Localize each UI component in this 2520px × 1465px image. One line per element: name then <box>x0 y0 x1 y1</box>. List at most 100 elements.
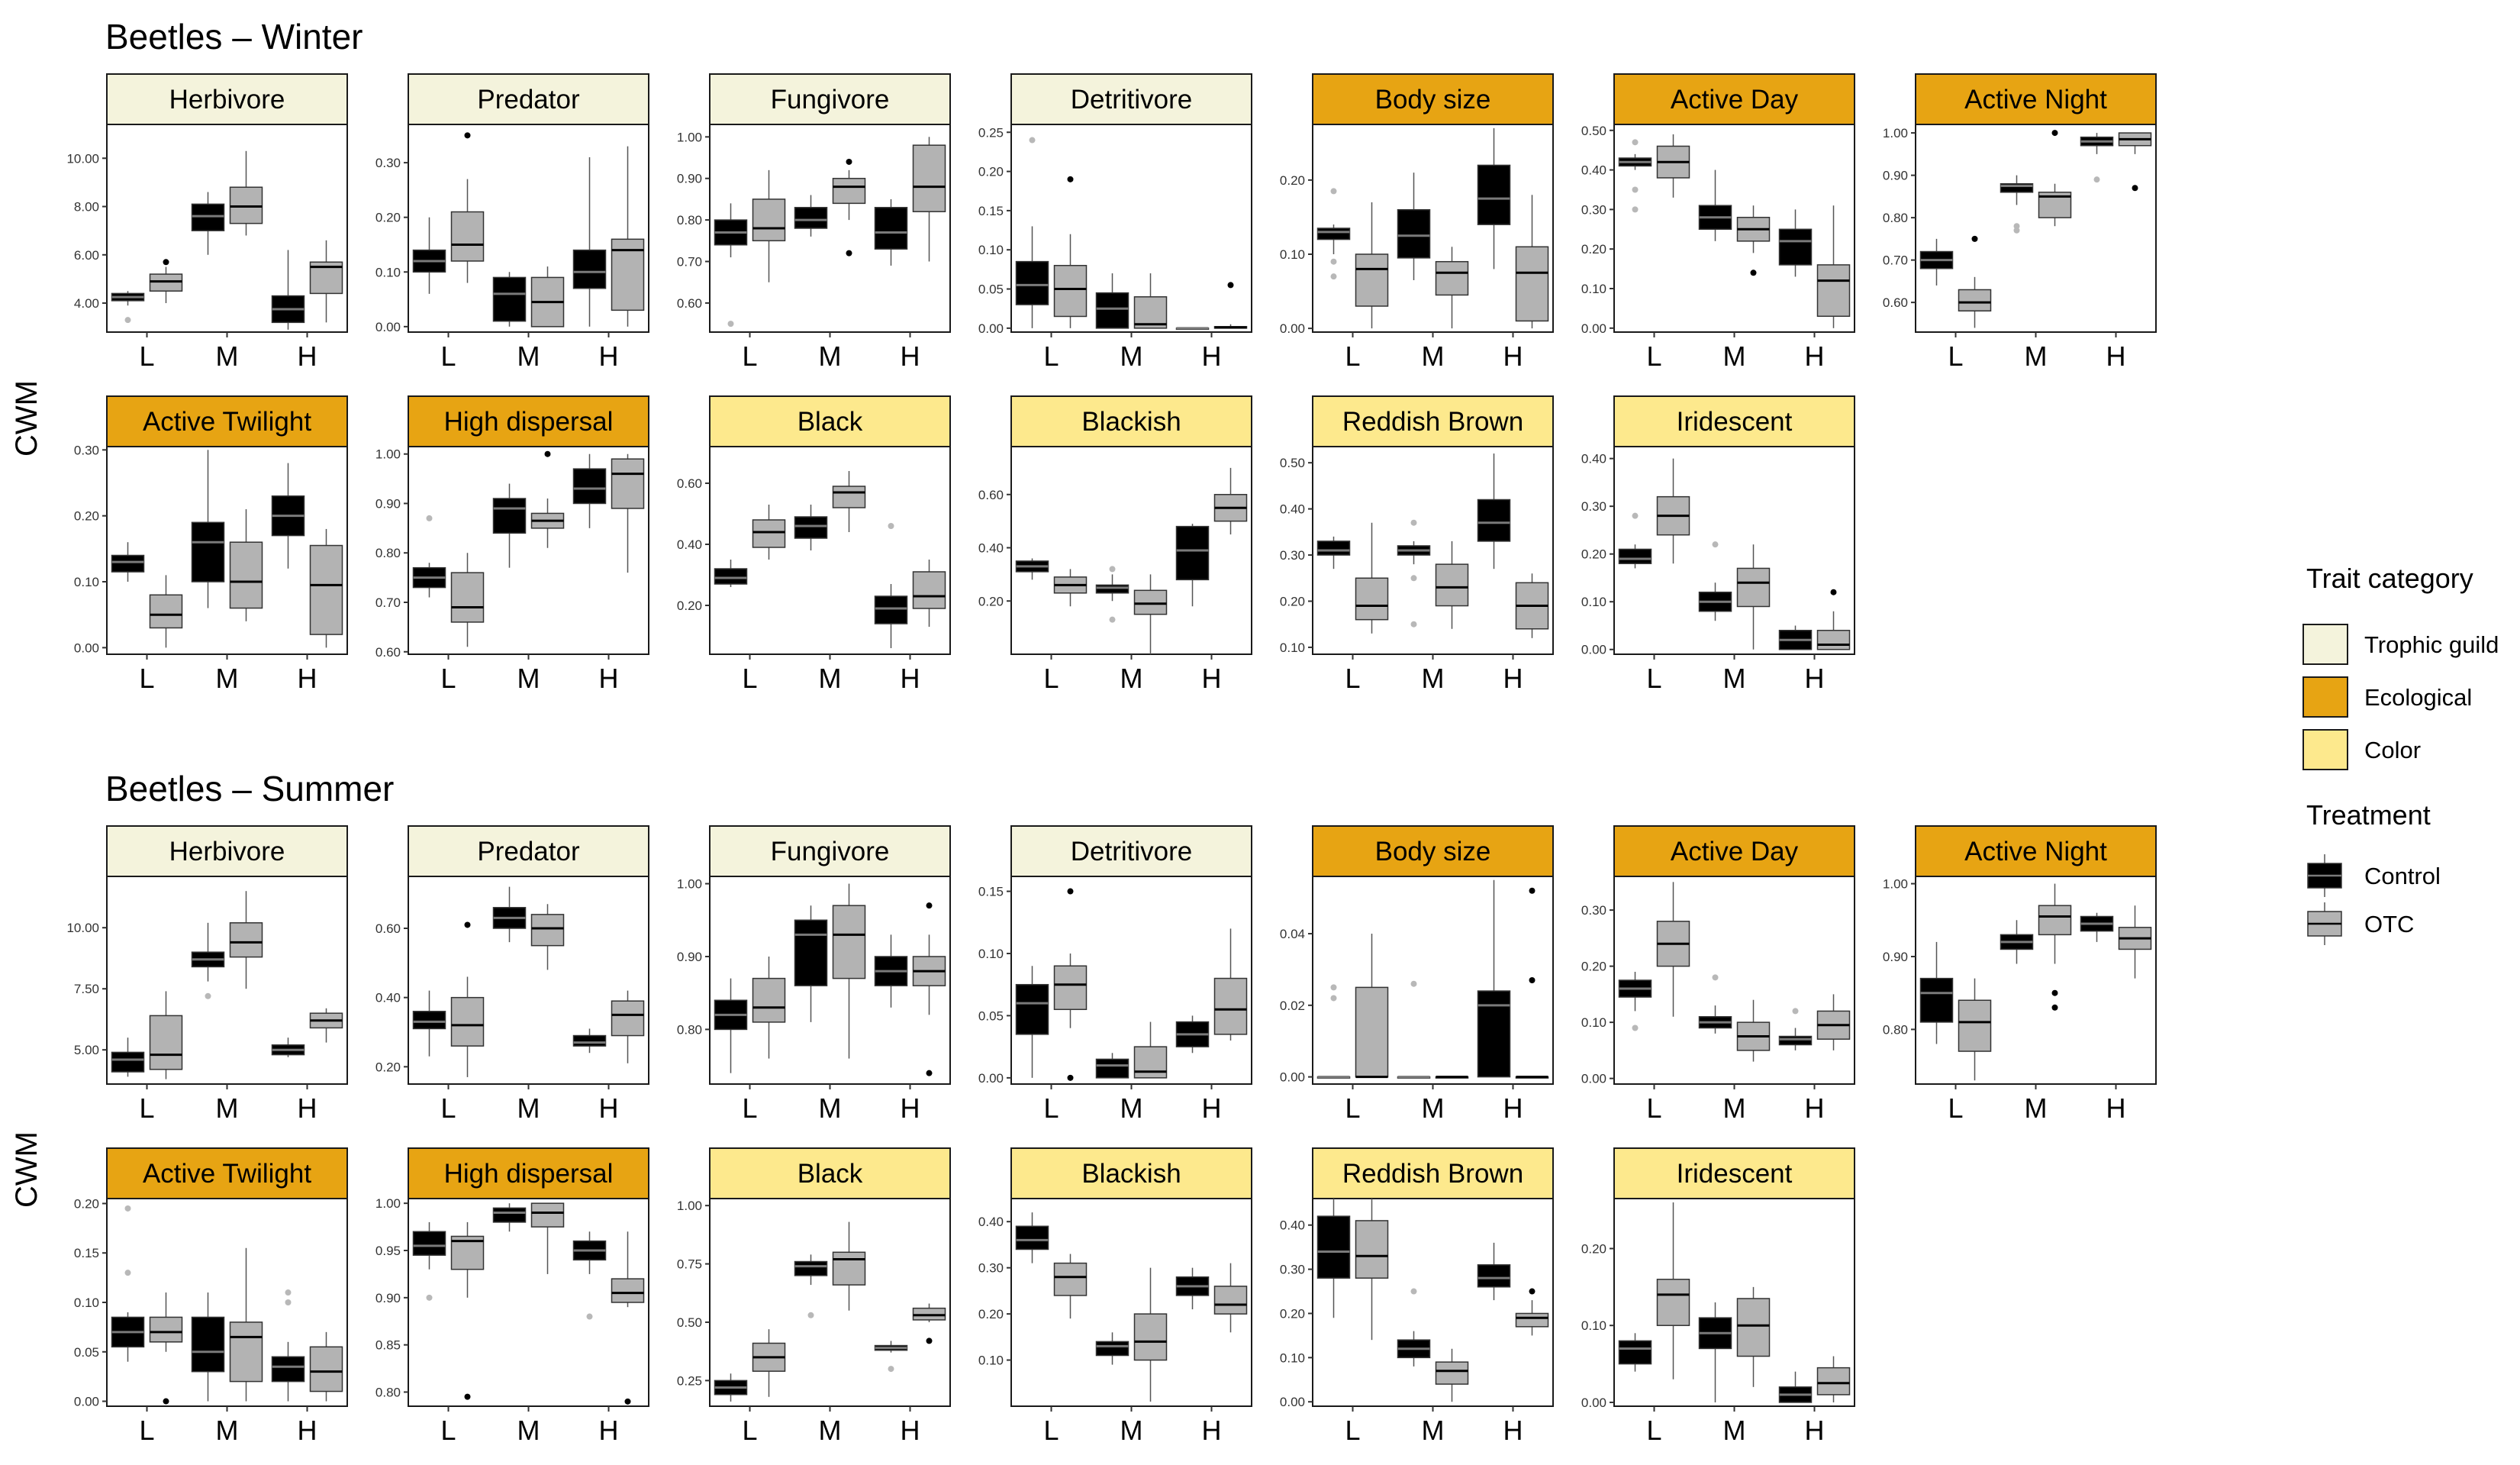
control-box <box>1015 966 1049 1078</box>
box <box>191 521 225 582</box>
panel-strip <box>1010 825 1252 877</box>
otc-box <box>1053 176 1088 328</box>
x-tick-label: M <box>517 663 540 694</box>
outlier-point <box>1067 888 1074 895</box>
box <box>752 977 786 1023</box>
y-tick-label: 0.00 <box>1581 1396 1606 1410</box>
box <box>1778 1035 1813 1046</box>
y-tick-label: 0.40 <box>978 541 1004 556</box>
box <box>1656 1279 1690 1326</box>
box <box>1515 246 1549 322</box>
x-tick-label: L <box>1345 1415 1360 1446</box>
box <box>1477 990 1511 1078</box>
panel: Iridescent 0.00 0.10 0.20 L M H <box>1581 1147 1855 1446</box>
x-tick-label: M <box>1120 340 1143 372</box>
otc-box <box>530 450 565 548</box>
control-box <box>714 1373 748 1402</box>
x-tick-label: M <box>819 1415 842 1446</box>
control-box <box>271 1289 305 1402</box>
box <box>1919 977 1954 1023</box>
outlier-point <box>1632 512 1639 519</box>
panel-title: Active Twilight <box>143 1159 311 1189</box>
panel: Body size 0.00 0.10 0.20 L M H <box>1280 73 1554 372</box>
x-tick-label: M <box>216 1092 239 1124</box>
y-tick-label: 0.00 <box>1280 321 1305 336</box>
y-tick-label: 0.20 <box>1581 242 1606 257</box>
outlier-point <box>464 132 471 139</box>
y-tick-label: 0.90 <box>375 1291 401 1305</box>
y-tick-label: 0.40 <box>677 537 702 552</box>
box <box>832 1251 866 1286</box>
legend-swatch <box>2302 676 2348 718</box>
panel: Fungivore 0.60 0.70 0.80 0.90 1.00 L M H <box>677 73 951 372</box>
box <box>1816 629 1851 650</box>
control-box <box>271 1037 305 1057</box>
panel: Fungivore 0.80 0.90 1.00 L M H <box>677 825 951 1124</box>
box <box>1095 1341 1129 1357</box>
box <box>714 568 748 585</box>
box <box>1477 1264 1511 1288</box>
y-tick-label: 1.00 <box>677 877 702 892</box>
y-tick-label: 0.15 <box>978 885 1004 899</box>
y-tick-label: 0.00 <box>978 1071 1004 1086</box>
otc-box <box>1515 195 1549 329</box>
outlier-point <box>2013 227 2020 234</box>
panel-title: Reddish Brown <box>1342 407 1523 437</box>
box <box>191 1316 225 1373</box>
otc-box <box>1656 882 1690 1017</box>
y-tick-label: 0.30 <box>978 1261 1004 1276</box>
otc-box <box>752 1329 786 1397</box>
y-axis-label: CWM <box>10 380 44 457</box>
control-box <box>794 195 828 237</box>
panel-strip <box>709 395 951 447</box>
x-tick-label: L <box>1345 1092 1360 1124</box>
y-tick-label: 0.30 <box>375 156 401 170</box>
plot-frame <box>106 124 348 333</box>
x-tick-label: H <box>298 663 317 694</box>
x-tick-label: H <box>1202 1415 1222 1446</box>
box <box>309 544 343 635</box>
outlier-point <box>426 515 433 521</box>
panel-strip <box>1010 395 1252 447</box>
plot-frame <box>106 876 348 1085</box>
outlier-point <box>727 321 734 328</box>
control-box <box>794 505 828 550</box>
control-box <box>1618 139 1652 213</box>
panel: Black 0.20 0.40 0.60 L M H <box>677 395 951 694</box>
otc-box <box>450 132 485 283</box>
y-tick-label: 0.10 <box>1581 595 1606 609</box>
y-tick-label: 1.00 <box>1883 877 1908 892</box>
control-box <box>1698 169 1732 241</box>
control-box <box>1095 273 1129 329</box>
x-tick-label: L <box>1345 340 1360 372</box>
box <box>1053 265 1088 318</box>
panel: Active Night 0.60 0.70 0.80 0.90 1.00 L M H <box>1883 73 2157 372</box>
x-tick-label: M <box>1723 663 1746 694</box>
outlier-point <box>2093 176 2100 183</box>
outlier-point <box>1410 980 1417 987</box>
box <box>229 541 263 609</box>
box <box>111 554 145 573</box>
outlier-point <box>124 1205 131 1212</box>
box <box>149 1015 183 1070</box>
control-box <box>1618 512 1652 569</box>
box <box>611 1278 645 1303</box>
box <box>1355 1220 1389 1279</box>
panel-title: Iridescent <box>1677 1159 1793 1189</box>
box <box>794 207 828 229</box>
y-tick-label: 0.60 <box>375 645 401 660</box>
control-box <box>714 203 748 328</box>
panel-title: Predator <box>477 85 580 115</box>
box <box>794 919 828 986</box>
outlier-point <box>285 1289 292 1296</box>
y-tick-label: 0.20 <box>978 594 1004 608</box>
panel: Black 0.25 0.50 0.75 1.00 L M H <box>677 1147 951 1446</box>
panel-title: Herbivore <box>169 837 285 866</box>
x-tick-label: H <box>599 340 619 372</box>
y-tick-label: 4.00 <box>74 296 99 311</box>
y-tick-label: 10.00 <box>66 151 99 166</box>
otc-box <box>1435 541 1469 629</box>
x-tick-label: L <box>440 340 456 372</box>
panel: Herbivore 4.00 6.00 8.00 10.00 L M H <box>66 73 348 372</box>
outlier-point <box>1529 977 1536 983</box>
